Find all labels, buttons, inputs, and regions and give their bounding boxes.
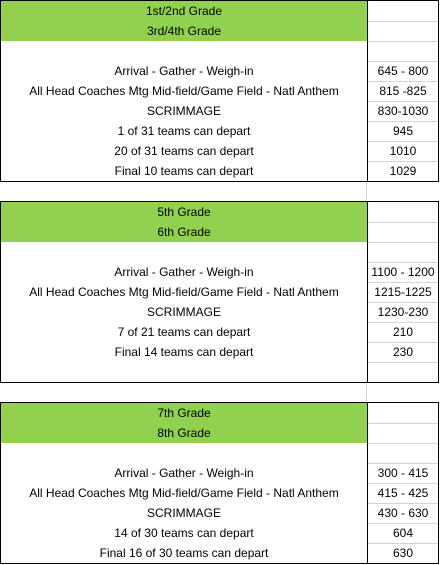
event-label: Final 10 teams can depart bbox=[114, 164, 254, 178]
grade-header: 3rd/4th Grade bbox=[1, 21, 367, 41]
grid-line bbox=[368, 443, 438, 444]
grid-line bbox=[368, 141, 438, 142]
section: 7th Grade 8th Grade Arrival - Gather - Wei… bbox=[0, 402, 439, 564]
event-time: 430 - 630 bbox=[377, 506, 429, 520]
grade-header: 5th Grade bbox=[1, 202, 367, 222]
event-time: 630 bbox=[392, 546, 414, 560]
event-time: 945 bbox=[392, 124, 414, 138]
event-label: All Head Coaches Mtg Mid-field/Game Fiel… bbox=[29, 84, 339, 98]
section: 5th Grade 6th Grade Arrival - Gather - Wei… bbox=[0, 201, 439, 383]
grid-line bbox=[368, 342, 438, 343]
event-time: 1029 bbox=[389, 164, 417, 178]
grid-line bbox=[368, 81, 438, 82]
grid-line bbox=[368, 21, 438, 22]
event-label: All Head Coaches Mtg Mid-field/Game Fiel… bbox=[29, 486, 339, 500]
event-time: 1100 - 1200 bbox=[371, 265, 435, 279]
grade-header: 1st/2nd Grade bbox=[1, 1, 367, 21]
event-label: Final 16 of 30 teams can depart bbox=[99, 546, 269, 560]
event-time: 1230-230 bbox=[377, 305, 429, 319]
event-time: 415 - 425 bbox=[377, 486, 429, 500]
grid-line bbox=[368, 262, 438, 263]
column-divider bbox=[367, 1, 368, 181]
event-label: Arrival - Gather - Weigh-in bbox=[114, 64, 254, 78]
grid-line bbox=[368, 101, 438, 102]
event-label: SCRIMMAGE bbox=[146, 506, 221, 520]
grid-line bbox=[368, 61, 438, 62]
column-divider bbox=[367, 202, 368, 382]
event-label: 7 of 21 teams can depart bbox=[117, 325, 251, 339]
event-time: 1010 bbox=[389, 144, 417, 158]
section: 1st/2nd Grade 3rd/4th Grade Arrival - Gath… bbox=[0, 0, 439, 182]
grade-header: 6th Grade bbox=[1, 222, 367, 242]
event-time: 1215-1225 bbox=[374, 285, 432, 299]
column-divider bbox=[367, 403, 368, 563]
event-label: All Head Coaches Mtg Mid-field/Game Fiel… bbox=[29, 285, 339, 299]
event-time: 645 - 800 bbox=[377, 64, 429, 78]
grid-line bbox=[368, 523, 438, 524]
grade-header: 7th Grade bbox=[1, 403, 367, 423]
grid-line bbox=[368, 423, 438, 424]
grid-line bbox=[368, 543, 438, 544]
grid-line bbox=[368, 161, 438, 162]
event-time: 230 bbox=[392, 345, 414, 359]
event-label: SCRIMMAGE bbox=[146, 104, 221, 118]
event-time: 604 bbox=[392, 526, 414, 540]
event-time: 210 bbox=[392, 325, 414, 339]
event-label: SCRIMMAGE bbox=[146, 305, 221, 319]
grid-line bbox=[368, 222, 438, 223]
event-label: Final 14 teams can depart bbox=[114, 345, 254, 359]
event-label: Arrival - Gather - Weigh-in bbox=[114, 466, 254, 480]
event-time: 300 - 415 bbox=[377, 466, 429, 480]
event-label: 14 of 30 teams can depart bbox=[114, 526, 254, 540]
grid-line bbox=[368, 362, 438, 363]
grid-line bbox=[368, 463, 438, 464]
grid-line bbox=[368, 242, 438, 243]
grid-line bbox=[368, 282, 438, 283]
grid-line bbox=[368, 503, 438, 504]
grid-line bbox=[368, 483, 438, 484]
grid-line bbox=[368, 302, 438, 303]
grade-header: 8th Grade bbox=[1, 423, 367, 443]
event-time: 815 -825 bbox=[379, 84, 427, 98]
grid-line bbox=[368, 121, 438, 122]
grid-line bbox=[368, 41, 438, 42]
event-label: Arrival - Gather - Weigh-in bbox=[114, 265, 254, 279]
event-label: 1 of 31 teams can depart bbox=[117, 124, 251, 138]
event-label: 20 of 31 teams can depart bbox=[114, 144, 254, 158]
grid-line bbox=[368, 322, 438, 323]
event-time: 830-1030 bbox=[377, 104, 429, 118]
